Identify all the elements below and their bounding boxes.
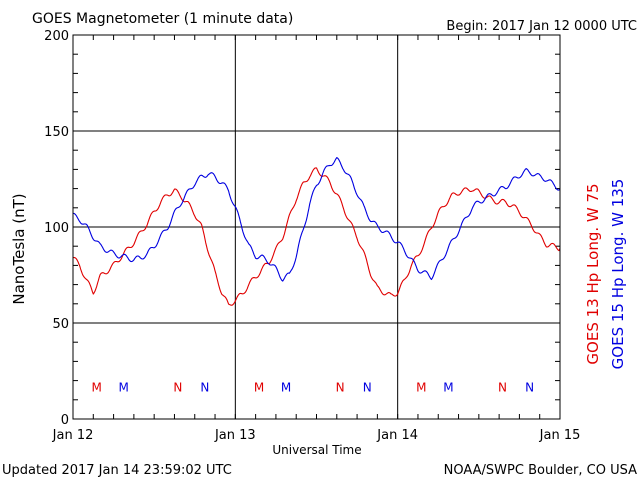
marker-goes13-m: M xyxy=(254,380,264,394)
local-time-markers: M N M N M NM N M N M N xyxy=(91,380,534,394)
y-axis-label: NanoTesla (nT) xyxy=(10,193,28,304)
updated-time: Updated 2017 Jan 14 23:59:02 UTC xyxy=(2,463,232,478)
begin-time: Begin: 2017 Jan 12 0000 UTC xyxy=(446,19,637,34)
plot-frame xyxy=(72,34,561,420)
y-tick-label: 50 xyxy=(52,317,69,332)
source-credit: NOAA/SWPC Boulder, CO USA xyxy=(444,463,637,478)
marker-goes13-n: N xyxy=(498,380,507,394)
series-lines xyxy=(72,157,561,306)
y-tick-label: 100 xyxy=(44,221,69,236)
marker-goes13-n: N xyxy=(336,380,345,394)
grid xyxy=(73,35,560,419)
chart-title: GOES Magnetometer (1 minute data) xyxy=(32,11,293,27)
marker-goes15-m: M xyxy=(119,380,129,394)
marker-goes15-n: N xyxy=(200,380,209,394)
marker-goes15-n: N xyxy=(525,380,534,394)
series-goes13-line xyxy=(72,167,561,306)
marker-goes13-m: M xyxy=(416,380,426,394)
x-axis-label: Universal Time xyxy=(272,443,361,457)
series-goes15-line xyxy=(72,157,561,282)
series-label-goes13: GOES 13 Hp Long. W 75 xyxy=(584,183,602,364)
x-tick-label: Jan 15 xyxy=(539,428,581,443)
x-tick-label: Jan 14 xyxy=(376,428,418,443)
y-tick-label: 200 xyxy=(44,29,69,44)
y-tick-label: 0 xyxy=(61,413,69,428)
series-label-goes15: GOES 15 Hp Long. W 135 xyxy=(609,179,627,370)
x-tick-label: Jan 12 xyxy=(52,428,94,443)
marker-goes15-n: N xyxy=(363,380,372,394)
marker-goes13-m: M xyxy=(91,380,101,394)
marker-goes13-n: N xyxy=(173,380,182,394)
marker-goes15-m: M xyxy=(281,380,291,394)
y-tick-label: 150 xyxy=(44,125,69,140)
marker-goes15-m: M xyxy=(443,380,453,394)
axis-ticks: 0 50 100 150 200 Jan 12 Jan 13 Jan 14 Jan 15 xyxy=(44,29,580,443)
x-tick-label: Jan 13 xyxy=(214,428,256,443)
